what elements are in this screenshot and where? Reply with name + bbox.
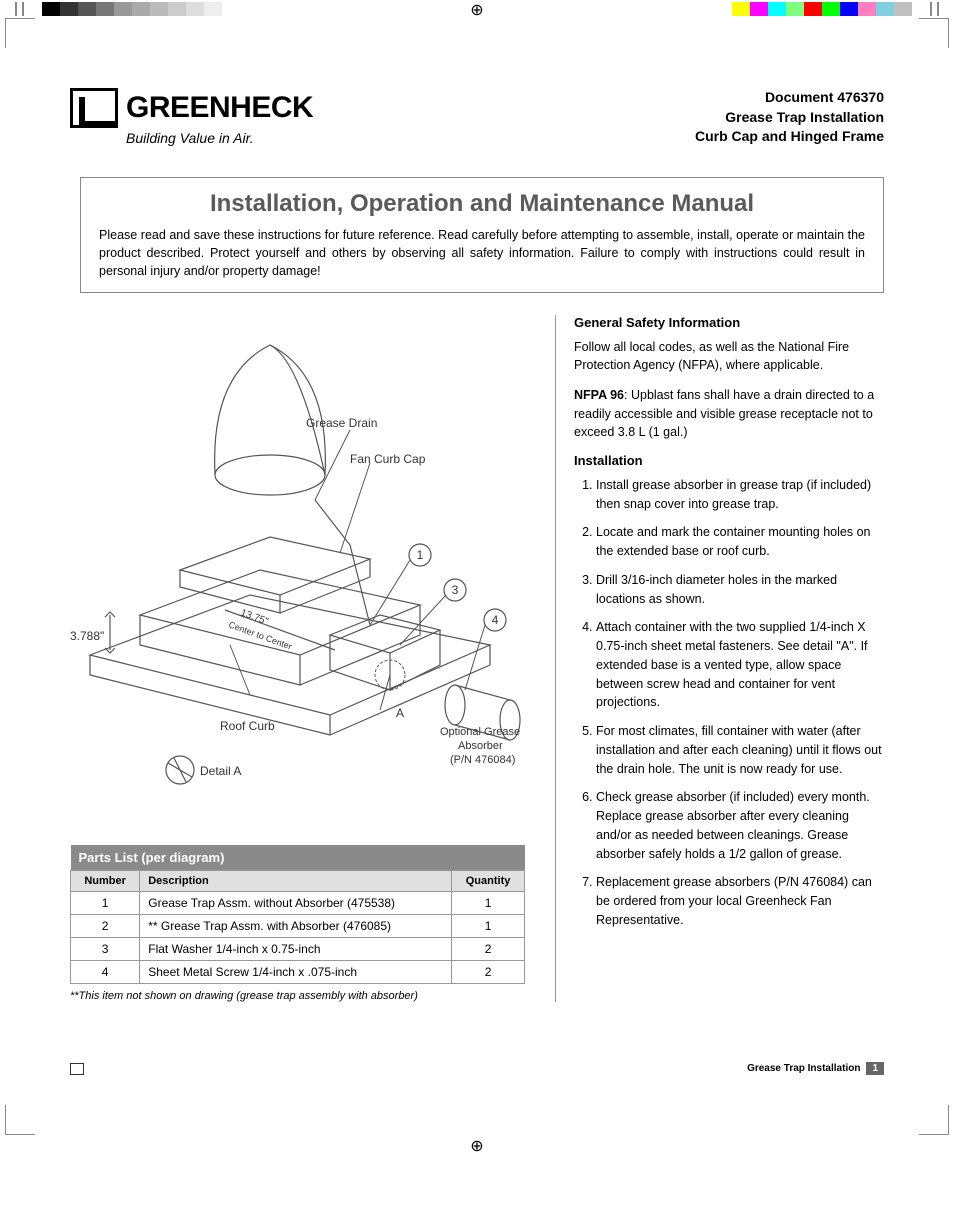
label-grease-drain: Grease Drain <box>306 416 377 430</box>
parts-table-title: Parts List (per diagram) <box>71 845 525 871</box>
color-swatch <box>732 2 750 16</box>
gray-swatch <box>168 2 186 16</box>
cell-desc: Grease Trap Assm. without Absorber (4755… <box>140 892 452 915</box>
table-row: 1 Grease Trap Assm. without Absorber (47… <box>71 892 525 915</box>
cell-number: 2 <box>71 915 140 938</box>
label-absorber-3: (P/N 476084) <box>450 754 515 766</box>
safety-p2: NFPA 96: Upblast fans shall have a drain… <box>574 386 884 440</box>
doc-title-1: Grease Trap Installation <box>695 108 884 128</box>
crop-marks-left <box>15 2 222 16</box>
color-swatch <box>768 2 786 16</box>
label-marker-a: A <box>396 706 404 720</box>
registration-target-icon: ⊕ <box>468 0 486 18</box>
install-step: Check grease absorber (if included) ever… <box>596 788 884 863</box>
parts-table: Parts List (per diagram) Number Descript… <box>70 845 525 984</box>
gray-swatch <box>60 2 78 16</box>
manual-title: Installation, Operation and Maintenance … <box>99 190 865 218</box>
gray-swatch <box>186 2 204 16</box>
label-detail-a: Detail A <box>200 764 241 778</box>
label-roof-curb: Roof Curb <box>220 719 275 733</box>
page-number: 1 <box>866 1062 884 1075</box>
cell-desc: Flat Washer 1/4-inch x 0.75-inch <box>140 938 452 961</box>
cell-qty: 1 <box>452 892 525 915</box>
brand-tagline: Building Value in Air. <box>126 130 313 146</box>
table-row: 4 Sheet Metal Screw 1/4-inch x .075-inch… <box>71 961 525 984</box>
footer-logo-icon <box>70 1063 84 1075</box>
gray-swatch <box>114 2 132 16</box>
print-marks-top: ⊕ <box>0 0 954 18</box>
greenheck-mark-icon <box>70 88 118 128</box>
cell-desc: ** Grease Trap Assm. with Absorber (4760… <box>140 915 452 938</box>
col-description: Description <box>140 871 452 892</box>
assembly-diagram: Grease Drain Fan Curb Cap 13.75" Center … <box>70 315 525 805</box>
color-swatch <box>858 2 876 16</box>
cell-desc: Sheet Metal Screw 1/4-inch x .075-inch <box>140 961 452 984</box>
callout-4: 4 <box>492 613 499 627</box>
label-dim-height: 3.788" <box>70 629 104 643</box>
table-row: 2 ** Grease Trap Assm. with Absorber (47… <box>71 915 525 938</box>
label-absorber-2: Absorber <box>458 740 503 752</box>
callout-1: 1 <box>417 548 424 562</box>
color-swatch <box>894 2 912 16</box>
install-step: Install grease absorber in grease trap (… <box>596 476 884 514</box>
label-absorber-1: Optional Grease <box>440 726 520 738</box>
gray-swatch <box>42 2 60 16</box>
install-step: Locate and mark the container mounting h… <box>596 523 884 561</box>
gray-swatch <box>78 2 96 16</box>
cell-qty: 2 <box>452 938 525 961</box>
install-step: Replacement grease absorbers (P/N 476084… <box>596 873 884 929</box>
cell-number: 1 <box>71 892 140 915</box>
crop-corners-top <box>0 18 954 48</box>
print-marks-bottom: ⊕ <box>0 1135 954 1155</box>
brand-name: GREENHECK <box>126 91 313 125</box>
gray-swatch <box>150 2 168 16</box>
manual-warning: Please read and save these instructions … <box>99 226 865 280</box>
safety-heading: General Safety Information <box>574 315 884 330</box>
color-swatch <box>840 2 858 16</box>
install-step: Attach container with the two supplied 1… <box>596 618 884 712</box>
cell-qty: 2 <box>452 961 525 984</box>
document-page: GREENHECK Building Value in Air. Documen… <box>0 48 954 1105</box>
table-row: 3 Flat Washer 1/4-inch x 0.75-inch 2 <box>71 938 525 961</box>
color-swatch <box>876 2 894 16</box>
nfpa-label: NFPA 96 <box>574 388 624 402</box>
installation-heading: Installation <box>574 453 884 468</box>
callout-3: 3 <box>452 583 459 597</box>
gray-swatch <box>132 2 150 16</box>
color-swatch <box>786 2 804 16</box>
page-footer: Grease Trap Installation 1 <box>70 1062 884 1075</box>
footer-title: Grease Trap Installation <box>747 1063 860 1074</box>
crop-corners-bottom <box>0 1105 954 1135</box>
title-box: Installation, Operation and Maintenance … <box>80 177 884 293</box>
cell-number: 3 <box>71 938 140 961</box>
label-fan-curb-cap: Fan Curb Cap <box>350 452 426 466</box>
gray-swatch <box>96 2 114 16</box>
safety-p1: Follow all local codes, as well as the N… <box>574 338 884 374</box>
color-swatch <box>822 2 840 16</box>
cell-qty: 1 <box>452 915 525 938</box>
installation-steps: Install grease absorber in grease trap (… <box>574 476 884 930</box>
parts-footnote: **This item not shown on drawing (grease… <box>70 990 525 1002</box>
col-quantity: Quantity <box>452 871 525 892</box>
document-info: Document 476370 Grease Trap Installation… <box>695 88 884 147</box>
registration-target-bottom-icon: ⊕ <box>468 1136 486 1154</box>
gray-swatch <box>204 2 222 16</box>
brand-logo: GREENHECK Building Value in Air. <box>70 88 313 146</box>
doc-number: Document 476370 <box>695 88 884 108</box>
cell-number: 4 <box>71 961 140 984</box>
crop-marks-right <box>732 2 939 16</box>
color-swatch <box>804 2 822 16</box>
install-step: For most climates, fill container with w… <box>596 722 884 778</box>
col-number: Number <box>71 871 140 892</box>
install-step: Drill 3/16-inch diameter holes in the ma… <box>596 571 884 609</box>
color-swatch <box>750 2 768 16</box>
doc-title-2: Curb Cap and Hinged Frame <box>695 127 884 147</box>
